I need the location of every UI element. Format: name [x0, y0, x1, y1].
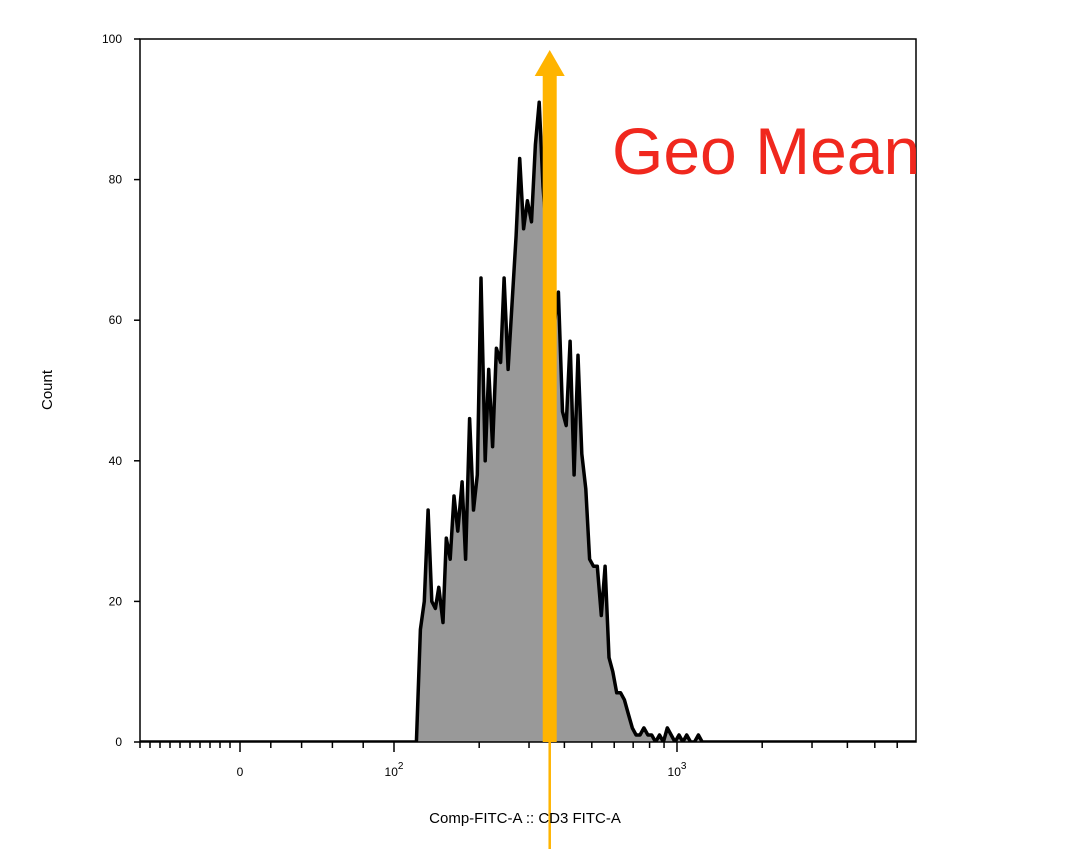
histogram-outline	[140, 100, 916, 742]
y-tick-label: 100	[102, 32, 122, 46]
x-tick-label: 0	[237, 765, 244, 779]
x-axis-title: Comp-FITC-A :: CD3 FITC-A	[429, 810, 621, 827]
x-tick-label: 103	[668, 761, 687, 779]
x-tick-exponent: 2	[398, 761, 404, 772]
axes: 0 20 40 60 80 100 0 102 103	[102, 32, 898, 779]
histogram-area-layer	[140, 100, 916, 742]
histogram-fill	[140, 102, 916, 742]
y-tick-label: 60	[109, 313, 123, 327]
y-tick-label: 80	[109, 173, 123, 187]
y-axis-title: Count	[39, 369, 56, 410]
y-tick-label: 0	[115, 735, 122, 749]
annotation-layer	[534, 50, 565, 849]
geo-mean-arrow-shaft	[542, 76, 557, 742]
y-tick-label: 40	[109, 454, 123, 468]
geo-mean-label: Geo Mean	[612, 114, 920, 188]
y-tick-label: 20	[109, 594, 123, 608]
plot-frame	[139, 38, 917, 743]
x-tick-label: 102	[385, 761, 404, 779]
geo-mean-arrow-head	[534, 50, 565, 76]
x-tick-exponent: 3	[681, 761, 687, 772]
